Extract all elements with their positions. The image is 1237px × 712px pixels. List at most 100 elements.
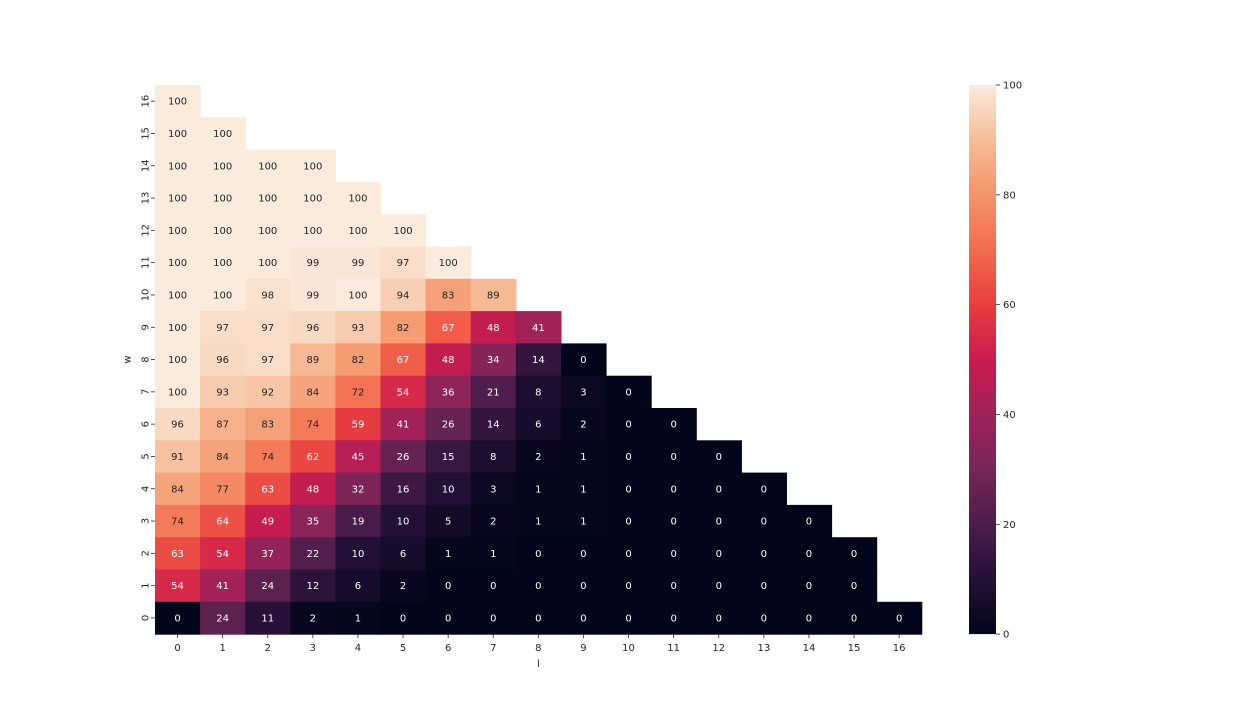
- cell-value-label: 93: [216, 387, 229, 398]
- cell-value-label: 0: [625, 484, 631, 495]
- cell-value-label: 100: [168, 290, 187, 301]
- heatmap-cell: [831, 569, 878, 603]
- heatmap-cell: [155, 569, 201, 603]
- cell-value-label: 0: [625, 613, 631, 624]
- heatmap-cell: [380, 601, 427, 635]
- cell-value-label: 2: [400, 581, 406, 592]
- heatmap-cell: [380, 214, 427, 248]
- heatmap-cell: [425, 375, 472, 409]
- cell-value-label: 62: [306, 452, 319, 463]
- cell-value-label: 54: [216, 549, 229, 560]
- cell-value-label: 24: [261, 581, 274, 592]
- cell-value-label: 100: [168, 161, 187, 172]
- x-tick-label: 1: [219, 643, 225, 654]
- cell-value-label: 100: [168, 97, 187, 108]
- heatmap-cell: [290, 472, 336, 506]
- cell-value-label: 99: [352, 258, 365, 269]
- cell-value-label: 59: [352, 420, 365, 431]
- heatmap-cell: [335, 278, 382, 312]
- cell-value-label: 32: [352, 484, 365, 495]
- heatmap-cell: [155, 311, 201, 344]
- cell-value-label: 48: [442, 355, 455, 366]
- heatmap-cell: [425, 504, 472, 538]
- heatmap-cell: [290, 343, 336, 377]
- heatmap-cell: [425, 569, 472, 603]
- heatmap-cell: [425, 408, 472, 441]
- heatmap-cell: [335, 375, 382, 409]
- heatmap-cell: [560, 472, 607, 506]
- heatmap-cell: [606, 569, 652, 603]
- cell-value-label: 100: [213, 290, 232, 301]
- y-tick-label: 4: [141, 486, 152, 492]
- cell-value-label: 37: [261, 549, 274, 560]
- cell-value-label: 82: [352, 355, 365, 366]
- heatmap-cell: [335, 181, 382, 215]
- cell-value-label: 11: [261, 613, 274, 624]
- cell-value-label: 54: [397, 387, 410, 398]
- cell-value-label: 0: [625, 549, 631, 560]
- cell-value-label: 100: [168, 387, 187, 398]
- heatmap-cell: [560, 343, 607, 377]
- heatmap-cell: [335, 537, 382, 571]
- heatmap-cell: [155, 375, 201, 409]
- cell-value-label: 100: [213, 194, 232, 205]
- heatmap-cell: [831, 537, 878, 571]
- cell-value-label: 1: [355, 613, 361, 624]
- heatmap-cell: [560, 601, 607, 635]
- x-tick-label: 0: [174, 643, 180, 654]
- y-tick-label: 16: [141, 95, 152, 108]
- heatmap-cell: [335, 504, 382, 538]
- heatmap-cell: [380, 440, 427, 474]
- cell-value-label: 84: [216, 452, 229, 463]
- heatmap-cell: [155, 214, 201, 248]
- heatmap-cell: [425, 440, 472, 474]
- y-tick-label: 14: [141, 159, 152, 172]
- cell-value-label: 100: [168, 355, 187, 366]
- heatmap-cell: [470, 504, 517, 538]
- heatmap-cell: [380, 375, 427, 409]
- x-tick-label: 10: [622, 643, 635, 654]
- cell-value-label: 1: [580, 484, 586, 495]
- heatmap-cell: [155, 472, 201, 506]
- y-tick-label: 9: [141, 324, 152, 330]
- heatmap-cell: [245, 311, 291, 344]
- cell-value-label: 0: [625, 517, 631, 528]
- heatmap-cell: [290, 375, 336, 409]
- heatmap-cell: [696, 504, 742, 538]
- heatmap-cell: [245, 375, 291, 409]
- colorbar-tick-label: 20: [1003, 520, 1016, 531]
- cell-value-label: 100: [168, 194, 187, 205]
- colorbar-tick-label: 80: [1003, 190, 1016, 201]
- cell-value-label: 0: [670, 549, 676, 560]
- heatmap-cell: [200, 601, 246, 635]
- cell-value-label: 0: [806, 549, 812, 560]
- x-tick-label: 11: [667, 643, 680, 654]
- heatmap-cell: [155, 537, 201, 571]
- heatmap-cell: [200, 472, 246, 506]
- cell-value-label: 84: [171, 484, 184, 495]
- cell-value-label: 0: [851, 613, 857, 624]
- heatmap-cell: [560, 504, 607, 538]
- heatmap-cell: [290, 149, 336, 183]
- heatmap-cell: [651, 472, 697, 506]
- heatmap-cell: [335, 601, 382, 635]
- cell-value-label: 6: [355, 581, 361, 592]
- heatmap-cell: [155, 117, 201, 151]
- cell-value-label: 2: [310, 613, 316, 624]
- cell-value-label: 96: [171, 420, 184, 431]
- heatmap-cell: [290, 181, 336, 215]
- heatmap-cell: [696, 440, 742, 474]
- heatmap-cell: [831, 601, 878, 635]
- cell-value-label: 22: [306, 549, 319, 560]
- colorbar-tick-label: 40: [1003, 410, 1016, 421]
- heatmap-cell: [425, 311, 472, 344]
- heatmap-cell: [335, 214, 382, 248]
- colorbar-tick-label: 60: [1003, 300, 1016, 311]
- heatmap-cell: [606, 601, 652, 635]
- heatmap-cell: [696, 472, 742, 506]
- cell-value-label: 74: [306, 420, 319, 431]
- cell-value-label: 100: [168, 129, 187, 140]
- heatmap-cell: [651, 569, 697, 603]
- heatmap-cell: [470, 537, 517, 571]
